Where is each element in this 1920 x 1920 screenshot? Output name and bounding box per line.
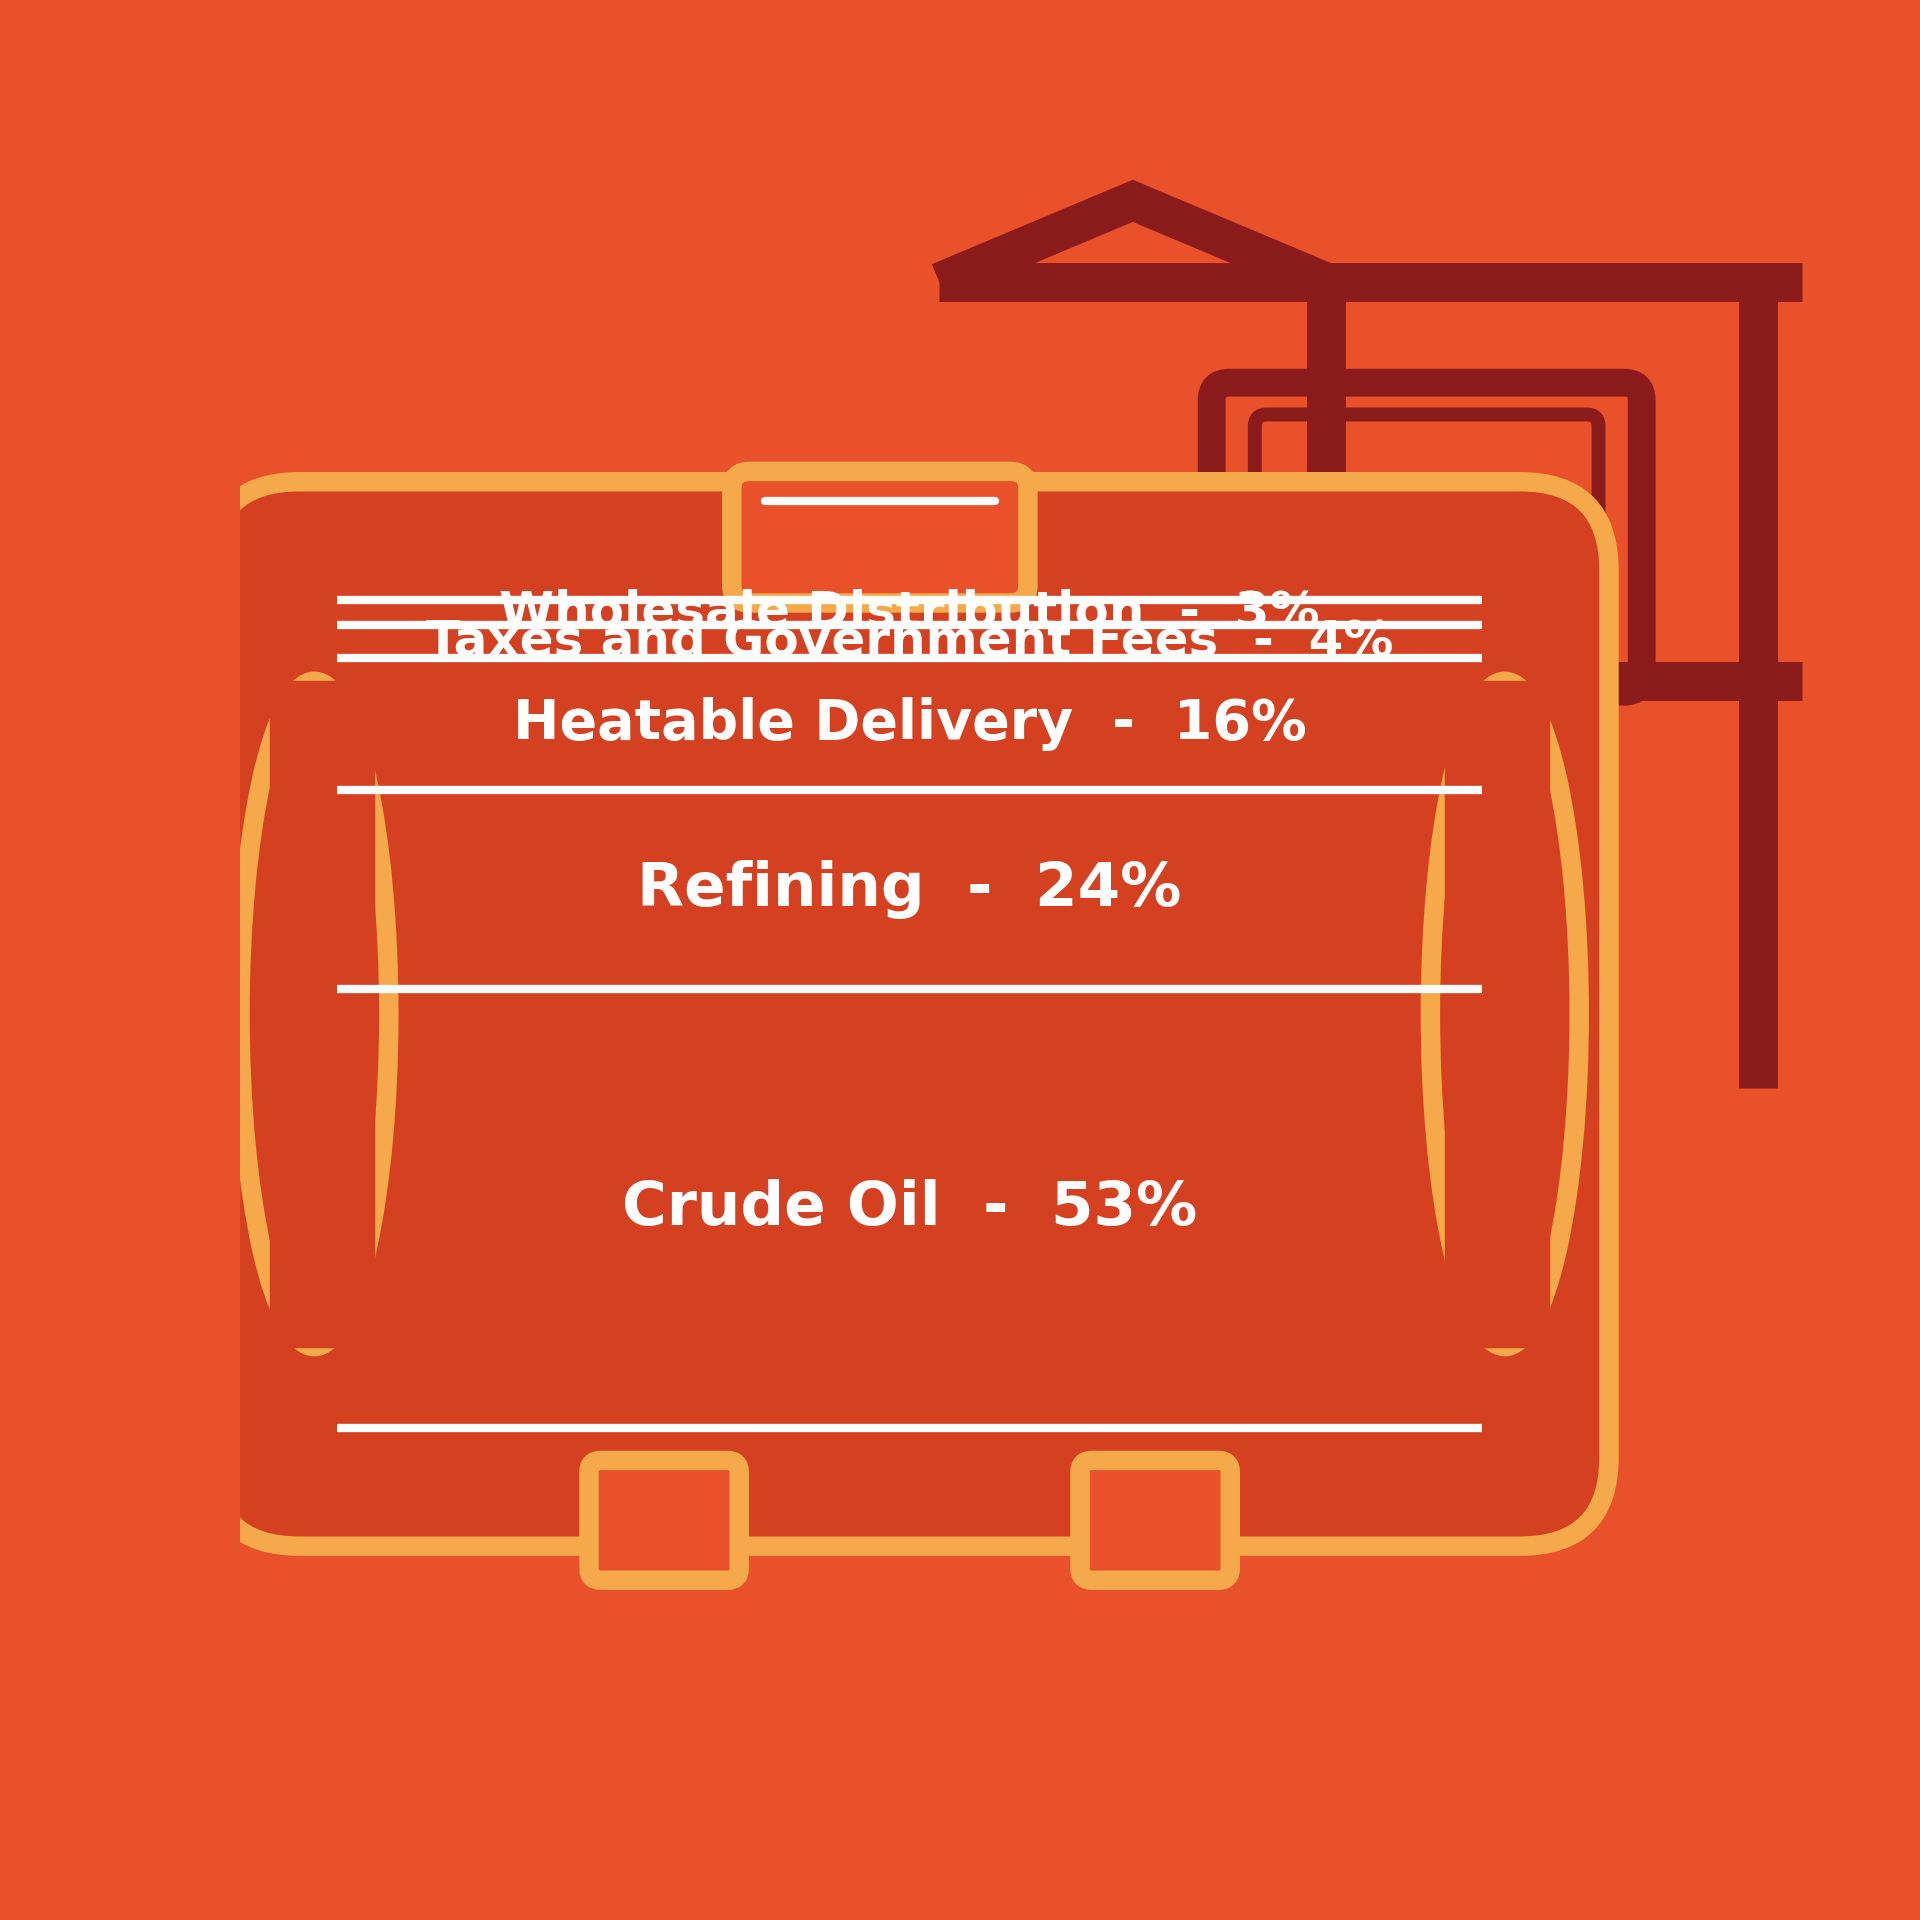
Ellipse shape [1430, 682, 1578, 1346]
FancyBboxPatch shape [732, 472, 1027, 603]
Bar [269, 682, 374, 1346]
Text: Refining  -  24%: Refining - 24% [637, 860, 1183, 920]
Ellipse shape [240, 682, 390, 1346]
Text: Heatable Delivery  -  16%: Heatable Delivery - 16% [513, 697, 1306, 751]
FancyBboxPatch shape [589, 1461, 739, 1580]
Bar [1446, 682, 1549, 1346]
FancyBboxPatch shape [211, 482, 1609, 1546]
FancyBboxPatch shape [1079, 1461, 1231, 1580]
Text: Wholesale Distribution  -  3%: Wholesale Distribution - 3% [499, 588, 1319, 636]
Text: Taxes and Government Fees  -  4%: Taxes and Government Fees - 4% [426, 618, 1394, 666]
Text: Crude Oil  -  53%: Crude Oil - 53% [622, 1179, 1198, 1238]
